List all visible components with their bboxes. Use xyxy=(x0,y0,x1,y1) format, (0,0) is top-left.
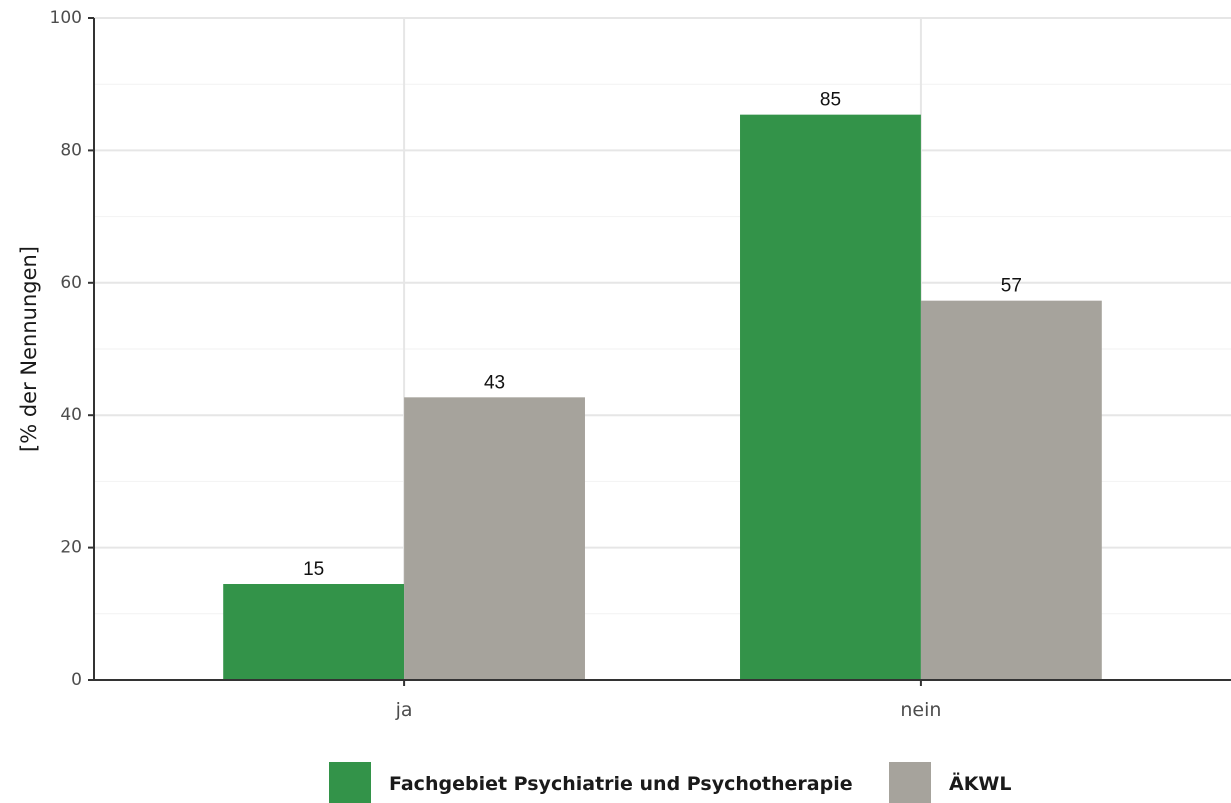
legend-label-series-2: ÄKWL xyxy=(949,771,1012,795)
y-tick-label: 60 xyxy=(60,273,82,293)
y-tick-label: 100 xyxy=(50,8,82,28)
data-label: 43 xyxy=(484,372,505,393)
y-axis-label: [% der Nennungen] xyxy=(17,246,41,452)
y-tick-label: 0 xyxy=(71,670,82,690)
y-tick-label: 20 xyxy=(60,538,82,558)
bar-ja-series-1 xyxy=(223,584,405,680)
bar-ja-series-2 xyxy=(404,397,585,680)
y-axis-ticks: 0 20 40 60 80 100 xyxy=(50,8,94,690)
axes xyxy=(93,18,1231,681)
y-tick-label: 80 xyxy=(60,140,82,160)
legend-swatch-series-2 xyxy=(889,762,931,803)
data-label: 57 xyxy=(1001,276,1022,297)
x-axis-ticks: ja nein xyxy=(395,680,941,721)
bar-nein-series-1 xyxy=(740,114,921,681)
bar-nein-series-2 xyxy=(920,300,1102,680)
x-tick-label-ja: ja xyxy=(395,699,413,721)
legend-label-series-1: Fachgebiet Psychiatrie und Psychotherapi… xyxy=(389,773,853,795)
data-label: 85 xyxy=(820,90,841,111)
data-labels: 15 85 43 57 xyxy=(303,90,1022,580)
data-label: 15 xyxy=(303,559,324,580)
bars xyxy=(223,114,1102,681)
legend-swatch-series-1 xyxy=(329,762,371,803)
x-tick-label-nein: nein xyxy=(900,699,941,721)
legend: Fachgebiet Psychiatrie und Psychotherapi… xyxy=(329,762,1012,803)
y-tick-label: 40 xyxy=(60,405,82,425)
